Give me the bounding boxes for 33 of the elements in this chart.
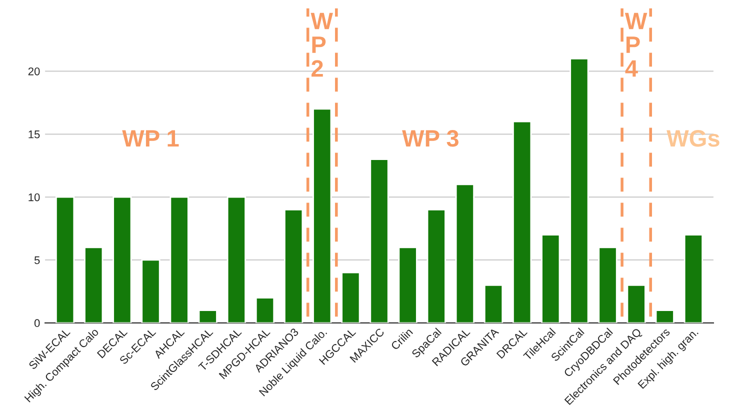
bar xyxy=(484,284,504,323)
bar xyxy=(255,297,275,323)
bar xyxy=(398,246,418,323)
y-tick-label: 20 xyxy=(28,67,40,76)
annotation: W P 2 xyxy=(310,12,333,77)
annotation: WGs xyxy=(666,130,720,147)
bar xyxy=(370,158,389,323)
bar xyxy=(655,310,674,323)
y-tick-label: 5 xyxy=(34,256,40,264)
bar xyxy=(626,284,646,323)
annotation: WP 1 xyxy=(122,130,179,147)
bar xyxy=(141,259,160,323)
annotation: WP 3 xyxy=(402,130,458,147)
y-tick-label: 0 xyxy=(34,319,40,328)
annotation: W P 4 xyxy=(624,12,648,77)
bar xyxy=(455,184,474,323)
bar xyxy=(512,120,532,323)
bar xyxy=(541,234,560,323)
bar xyxy=(198,310,218,323)
bar xyxy=(226,196,246,323)
bar xyxy=(112,196,132,323)
y-tick-label: 10 xyxy=(28,193,40,202)
bar xyxy=(284,208,304,323)
y-tick-label: 15 xyxy=(28,130,40,138)
bar xyxy=(341,272,360,323)
bar xyxy=(312,108,332,323)
bar xyxy=(170,196,189,323)
bar xyxy=(684,234,704,323)
bar xyxy=(570,58,589,323)
bar xyxy=(56,196,75,323)
bar xyxy=(426,208,446,323)
bar xyxy=(598,246,618,323)
bar xyxy=(84,246,104,323)
